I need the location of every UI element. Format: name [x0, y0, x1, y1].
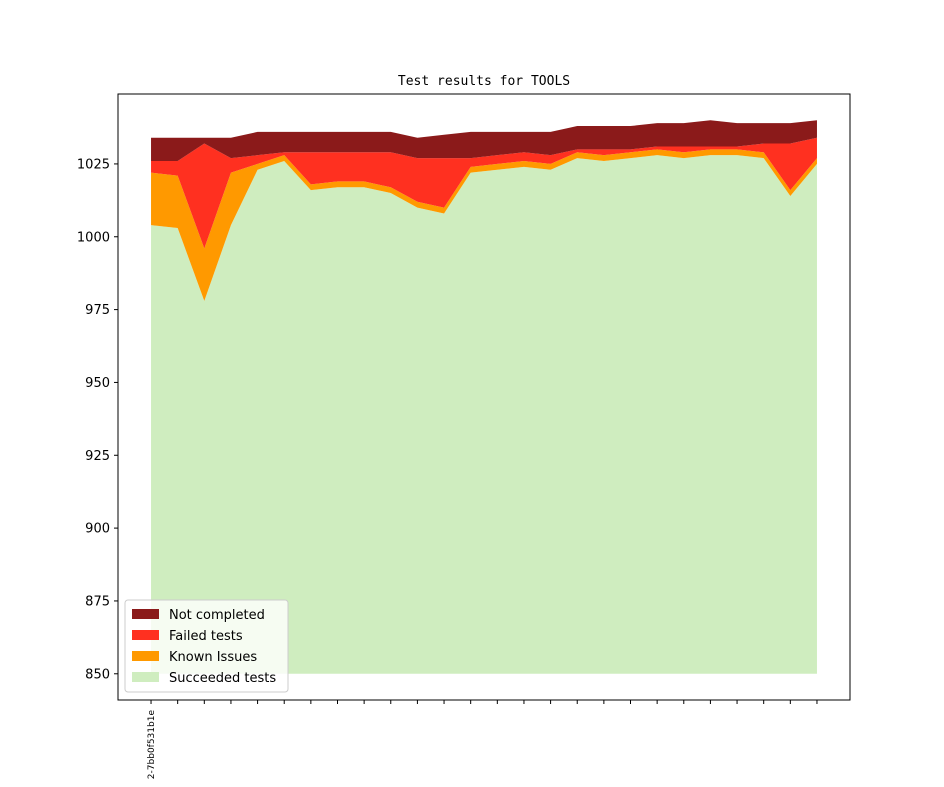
x-tick-label: 2-7bb0f531b1e	[147, 710, 157, 780]
legend-swatch	[132, 672, 159, 682]
legend-box	[124, 599, 289, 693]
y-tick-label: 1025	[77, 157, 110, 172]
y-tick-label: 1000	[77, 230, 110, 245]
legend-swatch	[132, 609, 159, 619]
area	[151, 120, 817, 162]
area	[151, 137, 817, 249]
chart-title: Test results for TOOLS	[398, 74, 570, 89]
legend-swatch	[132, 651, 159, 661]
legend-label: Failed tests	[169, 629, 243, 644]
legend-label: Succeeded tests	[169, 671, 276, 686]
plot-frame	[117, 93, 851, 701]
y-tick-label: 875	[85, 594, 110, 609]
legend-label: Not completed	[169, 608, 265, 623]
y-tick-label: 900	[85, 522, 110, 537]
area	[151, 149, 817, 301]
legend-label: Known Issues	[169, 650, 257, 665]
y-tick-label: 850	[85, 667, 110, 682]
y-tick-label: 975	[85, 303, 110, 318]
y-tick-label: 950	[85, 376, 110, 391]
area	[151, 155, 817, 674]
y-tick-label: 925	[85, 449, 110, 464]
legend-swatch	[132, 630, 159, 640]
legend: Not completed Failed tests Known Issues Suc…	[124, 599, 289, 693]
